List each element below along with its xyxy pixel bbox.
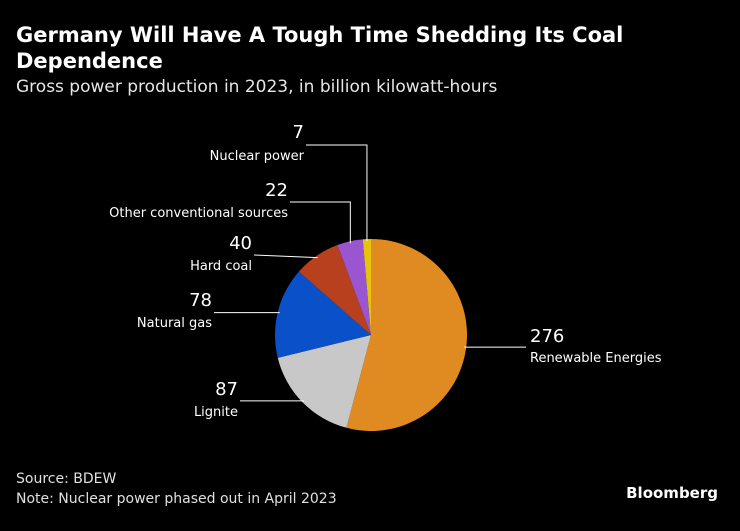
leader-line-nuclear-power [306, 144, 368, 242]
chart-footer: Source: BDEW Note: Nuclear power phased … [16, 469, 337, 509]
pie-slice-natural-gas [275, 271, 371, 358]
chart-subtitle: Gross power production in 2023, in billi… [16, 77, 498, 97]
pie-slice-hard-coal [298, 245, 371, 335]
pie-slice-lignite [277, 335, 371, 428]
slice-label-lignite: Lignite [194, 405, 238, 420]
leader-line-other-conventional-sources [290, 201, 351, 244]
pie-slice-nuclear-power [362, 239, 371, 335]
slice-label-natural-gas: Natural gas [137, 316, 212, 331]
slice-value-lignite: 87 [215, 379, 238, 400]
bloomberg-logo: Bloomberg [626, 484, 718, 502]
chart-title: Germany Will Have A Tough Time Shedding … [16, 23, 624, 73]
slice-value-other-conventional-sources: 22 [265, 180, 288, 201]
slice-value-renewable-energies: 276 [530, 326, 564, 347]
slice-value-nuclear-power: 7 [293, 122, 304, 143]
slice-value-natural-gas: 78 [189, 290, 212, 311]
footnote: Note: Nuclear power phased out in April … [16, 491, 337, 507]
pie-slice-other-conventional-sources [337, 239, 371, 335]
slice-label-hard-coal: Hard coal [190, 259, 252, 274]
pie-slice-renewable-energies [346, 239, 468, 432]
slice-label-nuclear-power: Nuclear power [210, 149, 305, 164]
slice-value-hard-coal: 40 [229, 233, 252, 254]
slice-label-renewable-energies: Renewable Energies [530, 351, 662, 366]
leader-line-hard-coal [253, 254, 318, 259]
slice-label-other-conventional-sources: Other conventional sources [109, 206, 288, 221]
source-note: Source: BDEW [16, 471, 117, 487]
